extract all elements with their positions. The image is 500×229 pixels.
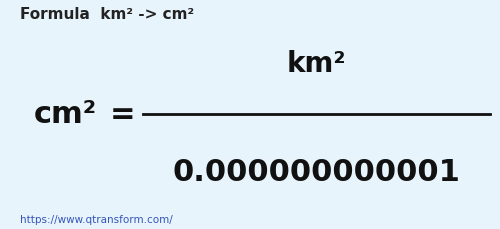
Text: https://www.qtransform.com/: https://www.qtransform.com/ <box>20 215 173 224</box>
Text: 0.000000000001: 0.000000000001 <box>172 157 460 186</box>
Text: cm²: cm² <box>34 100 96 129</box>
Text: =: = <box>110 100 136 129</box>
Text: km²: km² <box>286 50 346 78</box>
Text: Formula  km² -> cm²: Formula km² -> cm² <box>20 7 194 22</box>
